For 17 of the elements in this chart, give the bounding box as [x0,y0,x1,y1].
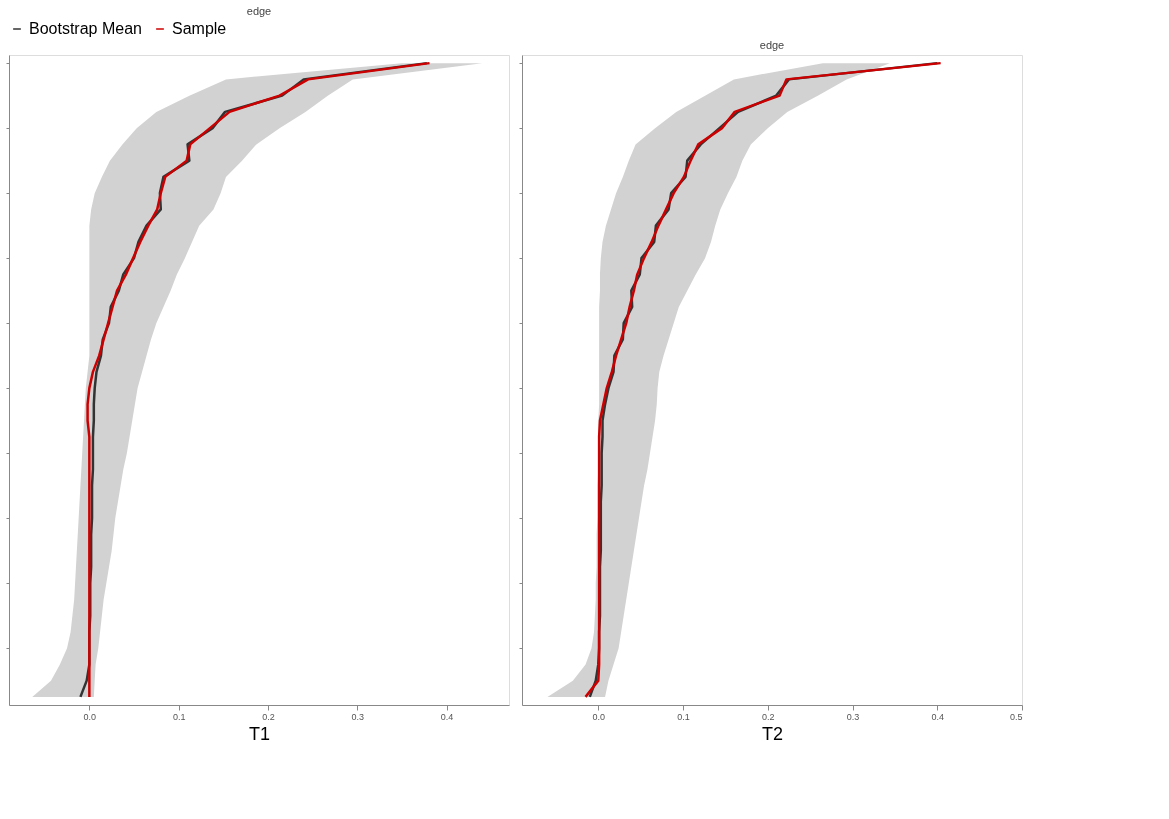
x-tick-label: 0.0 [83,711,97,722]
x-tick-label: 0.4 [931,711,945,722]
x-tick-label: 0.4 [440,711,454,722]
x-tick-label: 0.5 [1009,711,1023,722]
x-tick-label: 0.1 [677,711,690,722]
chart-title: edge [759,39,785,51]
x-tick-label: 0.3 [351,711,364,722]
x-tick-label: 0.2 [762,711,775,722]
x-tick-label: 0.0 [592,711,606,722]
legend-label: Sample [172,20,227,37]
legend-label: Bootstrap Mean [29,20,142,37]
x-tick-label: 0.3 [846,711,860,722]
x-axis-title: T1 [248,723,271,744]
chart-title: edge [246,5,272,17]
x-axis-title: T2 [761,723,784,744]
x-tick-label: 0.1 [172,711,186,722]
x-tick-label: 0.2 [262,711,275,722]
